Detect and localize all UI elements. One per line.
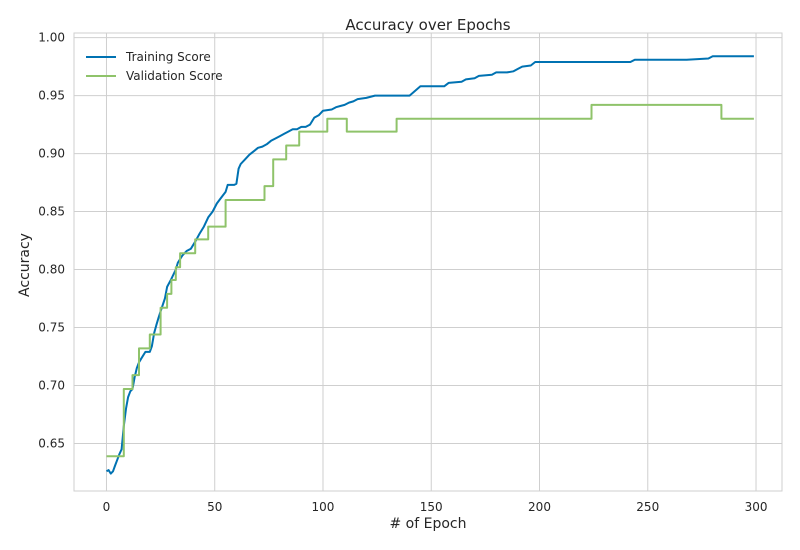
x-tick-label: 200 — [528, 500, 551, 514]
x-tick-label: 100 — [312, 500, 335, 514]
y-tick-labels: 0.65 0.70 0.75 0.80 0.85 0.90 0.95 1.00 — [38, 31, 65, 451]
x-axis-title: # of Epoch — [390, 516, 467, 532]
series-lines — [106, 55, 754, 475]
legend-label-validation: Validation Score — [126, 69, 223, 83]
legend: Training Score Validation Score — [86, 50, 223, 83]
y-tick-label: 0.90 — [38, 147, 65, 161]
training-score-line — [106, 55, 754, 475]
legend-label-training: Training Score — [125, 50, 211, 64]
x-tick-label: 300 — [745, 500, 768, 514]
x-tick-label: 0 — [103, 500, 111, 514]
y-axis-title: Accuracy — [17, 233, 33, 297]
y-tick-label: 0.80 — [38, 263, 65, 277]
y-tick-label: 0.65 — [38, 436, 65, 450]
x-tick-label: 50 — [207, 500, 222, 514]
x-tick-label: 150 — [420, 500, 443, 514]
y-tick-label: 0.95 — [38, 89, 65, 103]
chart-title: Accuracy over Epochs — [345, 16, 510, 34]
validation-score-line — [106, 103, 754, 458]
y-tick-label: 0.75 — [38, 321, 65, 335]
grid-lines — [74, 33, 782, 491]
y-tick-label: 1.00 — [38, 31, 65, 45]
y-tick-label: 0.70 — [38, 378, 65, 392]
x-tick-labels: 0 50 100 150 200 250 300 — [103, 500, 768, 514]
x-tick-label: 250 — [636, 500, 659, 514]
y-tick-label: 0.85 — [38, 205, 65, 219]
plot-frame — [73, 32, 783, 492]
